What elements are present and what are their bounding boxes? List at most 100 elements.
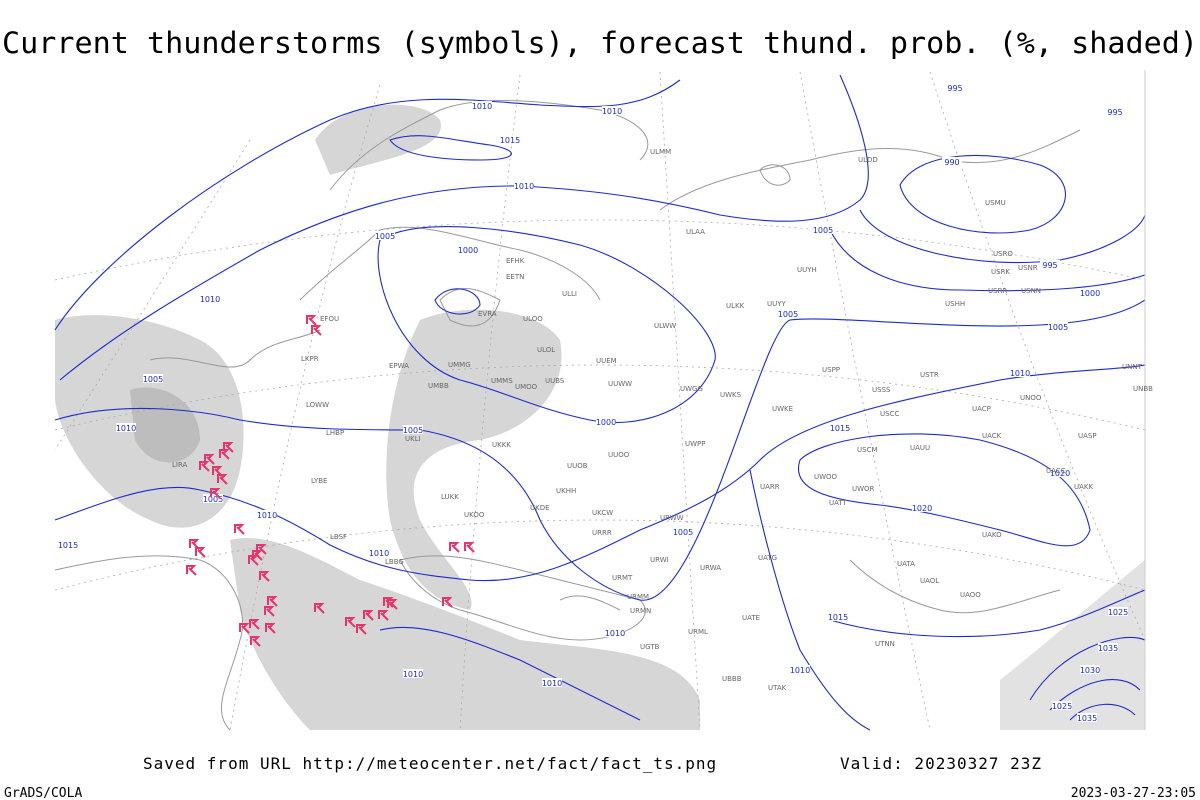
coastline: [329, 100, 649, 191]
station-code: UUYH: [797, 266, 817, 274]
grid-line: [54, 219, 1146, 281]
label-backdrop: [1105, 107, 1125, 116]
station-code: UASP: [1078, 432, 1097, 440]
label-backdrop: [828, 612, 848, 621]
thunderstorm-symbol: [250, 636, 261, 647]
thunderstorm-symbol: [195, 547, 206, 558]
isobar-label: 995: [947, 84, 962, 93]
station-code: UKHH: [556, 487, 576, 495]
label-backdrop: [778, 309, 798, 318]
map-title: Current thunderstorms (symbols), forecas…: [2, 26, 1198, 60]
labels: 1010 1010 1015 1010 995 995 990 1005 1000 1005 995…: [58, 83, 1153, 723]
thunderstorm-symbol: [249, 619, 260, 630]
station-code: UUBS: [545, 377, 565, 385]
prob-area: [386, 309, 562, 610]
thunderstorm-symbol: [239, 623, 250, 634]
label-backdrop: [143, 374, 163, 383]
thunderstorm-symbol: [219, 449, 230, 460]
station-code: UAOL: [920, 577, 939, 585]
station-code: UKOO: [464, 511, 485, 519]
station-code: EPWA: [389, 362, 409, 370]
station-code: URWI: [650, 556, 669, 564]
isobar-label: 1005: [1048, 323, 1068, 332]
coastline: [559, 595, 621, 611]
grid-line: [929, 71, 1146, 641]
isobar-label: 1005: [673, 528, 693, 537]
label-backdrop: [1050, 468, 1070, 477]
isobar-label: 1010: [790, 666, 810, 675]
prob-area: [1000, 560, 1145, 730]
station-code: LBBG: [385, 558, 404, 566]
coastline: [54, 555, 244, 731]
thunderstorm-symbol: [265, 623, 276, 634]
station-code: UNNT: [1122, 363, 1143, 371]
station-code: UNOO: [1020, 394, 1042, 402]
grid-line: [54, 139, 251, 451]
station-code: ULAA: [686, 228, 705, 236]
isobar: [54, 299, 1146, 601]
isobar: [54, 364, 1146, 582]
isobar-label: 1005: [813, 226, 833, 235]
grid-line: [54, 519, 1146, 591]
station-code: ULLI: [562, 290, 577, 298]
thunderstorm-symbol: [256, 544, 267, 555]
isobar-label: 995: [1042, 261, 1057, 270]
station-code: USRK: [991, 268, 1010, 276]
graticule: [54, 71, 1146, 731]
station-code: URML: [688, 628, 708, 636]
label-backdrop: [200, 294, 220, 303]
label-backdrop: [673, 527, 693, 536]
isobar-label: 1005: [403, 426, 423, 435]
isobar-label: 1010: [200, 295, 220, 304]
label-backdrop: [813, 225, 833, 234]
isobar-label: 1010: [602, 107, 622, 116]
label-backdrop: [596, 417, 616, 426]
label-backdrop: [1080, 288, 1100, 297]
thunderstorm-symbol: [356, 624, 367, 635]
thunderstorm-symbol: [259, 571, 270, 582]
station-code: UATG: [758, 554, 777, 562]
station-code: UAOO: [960, 591, 981, 599]
isobar: [797, 433, 1091, 547]
label-backdrop: [403, 425, 423, 434]
station-code: USSS: [872, 386, 891, 394]
station-code: UWGG: [680, 385, 703, 393]
label-backdrop: [945, 83, 965, 92]
software-credit: GrADS/COLA: [4, 786, 82, 800]
station-code: UKLI: [405, 435, 421, 443]
label-backdrop: [116, 423, 136, 432]
isobar: [389, 135, 512, 161]
label-backdrop: [1040, 260, 1060, 269]
label-backdrop: [500, 135, 520, 144]
thunderstorm-symbol: [264, 606, 275, 617]
thunderstorms: [186, 315, 475, 647]
isobar: [749, 469, 871, 731]
coastline: [849, 559, 1061, 614]
station-code: EFOU: [320, 315, 339, 323]
thunderstorm-symbol: [186, 565, 197, 576]
station-code: EETN: [506, 273, 524, 281]
isobar: [829, 589, 1146, 638]
station-code: URRR: [592, 529, 612, 537]
label-backdrop: [203, 494, 223, 503]
thunderstorm-symbol: [199, 461, 210, 472]
isobar-label: 1005: [143, 375, 163, 384]
coastline: [659, 129, 1081, 211]
station-code: UATA: [897, 560, 915, 568]
station-code: UAKO: [982, 531, 1002, 539]
station-code: ULMM: [650, 148, 671, 156]
isobar-label: 1015: [500, 136, 520, 145]
label-backdrop: [458, 245, 478, 254]
station-code: EFHK: [506, 257, 525, 265]
isobar: [859, 209, 1146, 264]
station-code: URMN: [630, 607, 651, 615]
isobar-label: 1015: [828, 613, 848, 622]
label-backdrop: [257, 510, 277, 519]
isobar-label: 1010: [403, 670, 423, 679]
station-code: UUOB: [567, 462, 588, 470]
station-code: LBSF: [330, 533, 347, 541]
station-code: USRO: [993, 250, 1013, 258]
thunderstorm-symbol: [314, 603, 325, 614]
isobar-label: 1020: [912, 504, 932, 513]
